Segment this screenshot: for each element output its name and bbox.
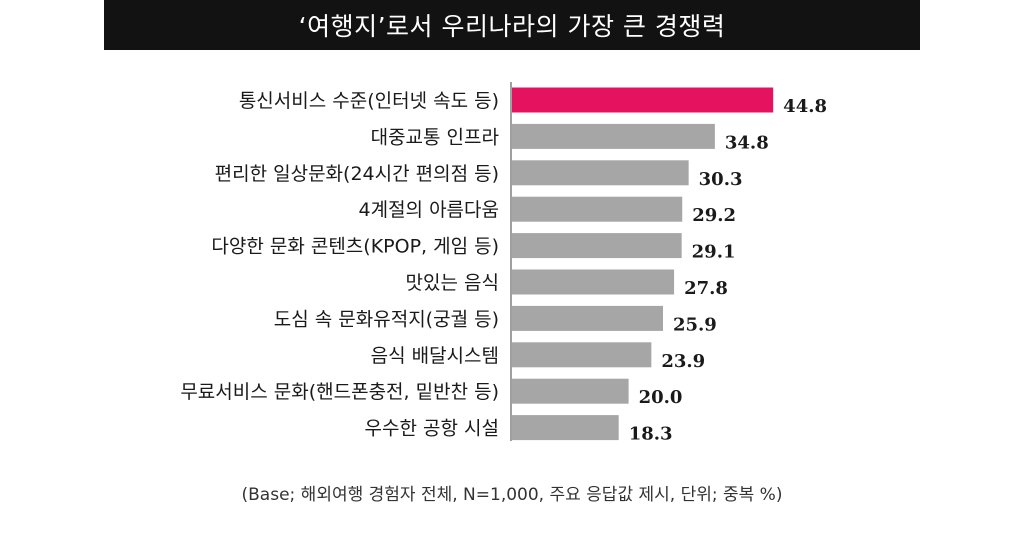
value-label: 27.8 bbox=[684, 278, 728, 299]
value-label: 34.8 bbox=[725, 132, 769, 153]
category-label: 다양한 문화 콘텐츠(KPOP, 게임 등) bbox=[211, 236, 499, 258]
chart-title: ‘여행지’로서 우리나라의 가장 큰 경쟁력 bbox=[104, 0, 920, 50]
bar bbox=[512, 342, 652, 368]
bar bbox=[512, 415, 619, 441]
category-label: 음식 배달시스템 bbox=[371, 345, 499, 367]
bar bbox=[512, 233, 682, 259]
category-label: 대중교통 인프라 bbox=[371, 126, 499, 148]
value-label: 44.8 bbox=[783, 96, 827, 117]
bar bbox=[512, 378, 629, 404]
value-label: 18.3 bbox=[629, 424, 673, 445]
bar bbox=[512, 123, 715, 149]
category-label: 도심 속 문화유적지(궁궐 등) bbox=[274, 308, 499, 330]
bar bbox=[512, 196, 683, 222]
chart-footnote: (Base; 해외여행 경험자 전체, N=1,000, 주요 응답값 제시, … bbox=[241, 485, 783, 505]
bar bbox=[512, 269, 675, 295]
category-label: 편리한 일상문화(24시간 편의점 등) bbox=[215, 163, 499, 185]
value-label: 30.3 bbox=[699, 169, 743, 190]
category-label: 무료서비스 문화(핸드폰충전, 밑반찬 등) bbox=[180, 381, 499, 403]
bar bbox=[512, 305, 663, 331]
bar bbox=[512, 87, 774, 113]
value-label: 23.9 bbox=[661, 351, 705, 372]
value-label: 29.1 bbox=[692, 242, 736, 263]
value-label: 29.2 bbox=[692, 205, 736, 226]
category-label: 우수한 공항 시설 bbox=[365, 418, 499, 440]
bar bbox=[512, 160, 689, 186]
category-label: 4계절의 아름다움 bbox=[359, 199, 500, 221]
category-label: 통신서비스 수준(인터넷 속도 등) bbox=[239, 90, 499, 112]
value-label: 20.0 bbox=[639, 387, 683, 408]
value-label: 25.9 bbox=[673, 314, 717, 335]
bar-chart: 통신서비스 수준(인터넷 속도 등) 44.8 대중교통 인프라 34.8 편리한 일상… bbox=[180, 82, 827, 445]
category-label: 맛있는 음식 bbox=[406, 272, 499, 294]
